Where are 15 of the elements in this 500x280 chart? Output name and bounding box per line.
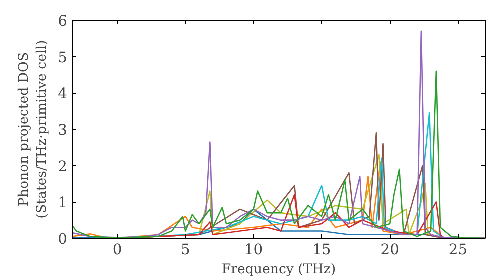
- x-tick-label: 15: [312, 242, 332, 258]
- y-tick-label: 1: [58, 194, 68, 212]
- y-tick-label: 4: [58, 86, 68, 103]
- y-axis-title: Phonon projected DOS (States/THz·primitive cell): [17, 40, 50, 219]
- y-tick-label: 6: [58, 13, 68, 30]
- x-axis-title: Frequency (THz): [222, 262, 336, 278]
- x-tick-label: 20: [380, 242, 400, 258]
- x-tick-label: 25: [448, 242, 468, 258]
- x-tick-label: 0: [112, 242, 122, 258]
- y-tick-label: 3: [58, 122, 68, 139]
- y-tick-label: 2: [58, 158, 68, 176]
- x-tick-label: 10: [244, 242, 264, 258]
- y-tick-label: 5: [58, 49, 68, 66]
- y-tick-label: 0: [58, 231, 68, 248]
- x-tick-label: 5: [180, 242, 190, 258]
